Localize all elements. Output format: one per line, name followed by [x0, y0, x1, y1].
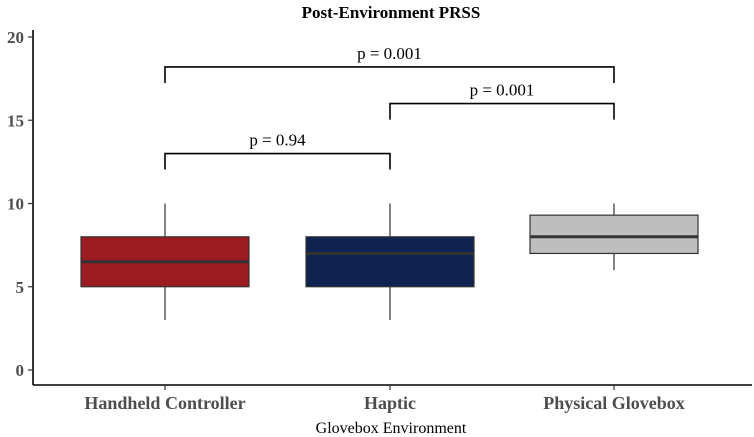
- p-value-label: p = 0.001: [357, 44, 422, 63]
- y-tick-label: 5: [16, 278, 25, 297]
- box-0: [80, 203, 250, 321]
- x-tick-label: Physical Glovebox: [543, 393, 685, 413]
- y-tick-label: 10: [7, 195, 24, 214]
- boxes: [80, 203, 699, 321]
- significance-bracket: [164, 152, 391, 170]
- y-ticks: 0 5 10 15 20: [7, 28, 33, 380]
- box-1: [305, 203, 475, 321]
- p-value-label: p = 0.001: [470, 81, 535, 100]
- box-iqr: [305, 236, 475, 288]
- significance-annotations: p = 0.94 p = 0.001 p = 0.001: [164, 44, 615, 170]
- significance-bracket: [389, 102, 615, 120]
- x-ticks: Handheld Controller Haptic Physical Gloveb…: [84, 385, 685, 413]
- y-tick-label: 15: [7, 111, 24, 130]
- x-axis-label: Glovebox Environment: [316, 420, 467, 437]
- annotation-1: p = 0.001: [389, 81, 615, 120]
- box-2: [529, 203, 699, 271]
- y-tick-label: 20: [7, 28, 24, 47]
- y-tick-label: 0: [16, 361, 25, 380]
- chart-title: Post-Environment PRSS: [302, 3, 481, 22]
- box-iqr: [529, 214, 699, 255]
- x-tick-label: Handheld Controller: [84, 393, 245, 413]
- annotation-2: p = 0.001: [164, 44, 615, 83]
- x-tick-label: Haptic: [364, 393, 416, 413]
- p-value-label: p = 0.94: [249, 131, 306, 150]
- significance-bracket: [164, 66, 615, 83]
- annotation-0: p = 0.94: [164, 131, 391, 170]
